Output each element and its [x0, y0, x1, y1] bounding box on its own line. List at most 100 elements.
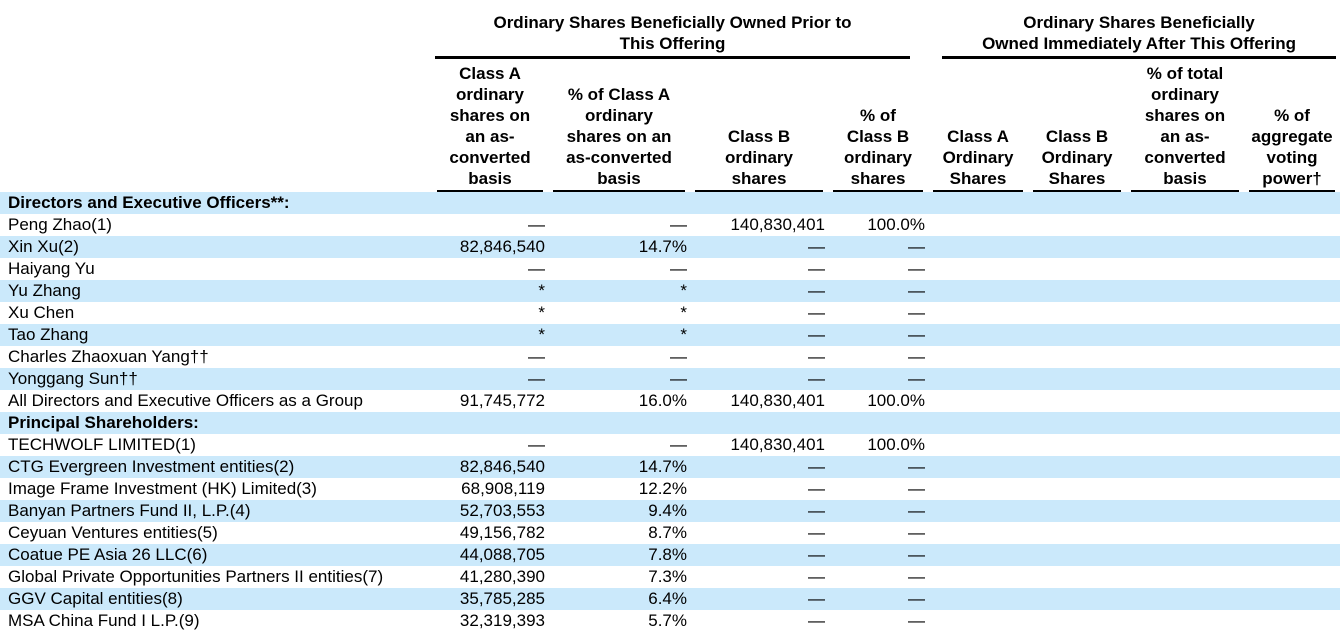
value-cell: [928, 610, 1028, 632]
holder-name: Yonggang Sun††: [8, 369, 138, 388]
value-cell: [928, 566, 1028, 588]
value-cell: 35,785,285: [459, 589, 545, 608]
value-cell: 14.7%: [638, 457, 687, 476]
column-header-pct-classA-prior: % of Class A ordinary shares on an as-co…: [548, 59, 690, 192]
holder-name: Image Frame Investment (HK) Limited(3): [8, 479, 317, 498]
value-cell: [1126, 368, 1244, 390]
value-cell: [928, 368, 1028, 390]
value-cell: [1028, 456, 1126, 478]
value-cell: —: [908, 369, 925, 388]
value-cell: [1028, 324, 1126, 346]
value-cell: [928, 544, 1028, 566]
value-cell: [1126, 500, 1244, 522]
holder-name: Coatue PE Asia 26 LLC(6): [8, 545, 208, 564]
value-cell: [1126, 522, 1244, 544]
value-cell: —: [908, 611, 925, 630]
value-cell: —: [808, 567, 825, 586]
holder-name: All Directors and Executive Officers as …: [8, 391, 363, 410]
value-cell: [1244, 500, 1340, 522]
holder-name: TECHWOLF LIMITED(1): [8, 435, 196, 454]
column-header-classB-prior: Class B ordinary shares: [690, 59, 828, 192]
value-cell: [928, 522, 1028, 544]
column-header-pct-total-after: % of total ordinary shares on an as- con…: [1126, 59, 1244, 192]
table-row: Xu Chen * * — —: [0, 302, 1340, 324]
value-cell: [1244, 214, 1340, 236]
value-cell: —: [908, 501, 925, 520]
table-row: All Directors and Executive Officers as …: [0, 390, 1340, 412]
table-row: Peng Zhao(1) — — 140,830,401 100.0%: [0, 214, 1340, 236]
value-cell: *: [538, 303, 545, 322]
column-header-row: Class A ordinary shares on an as- conver…: [0, 59, 1340, 192]
value-cell: —: [908, 523, 925, 542]
value-cell: [1126, 236, 1244, 258]
value-cell: 6.4%: [648, 589, 687, 608]
value-cell: [1126, 434, 1244, 456]
value-cell: [1126, 566, 1244, 588]
value-cell: [1126, 346, 1244, 368]
value-cell: 100.0%: [867, 215, 925, 234]
value-cell: [1028, 236, 1126, 258]
value-cell: —: [670, 215, 687, 234]
value-cell: [1244, 434, 1340, 456]
value-cell: [1126, 478, 1244, 500]
value-cell: —: [908, 347, 925, 366]
value-cell: —: [908, 303, 925, 322]
value-cell: [928, 324, 1028, 346]
value-cell: [928, 236, 1028, 258]
table-row: Xin Xu(2) 82,846,540 14.7% — —: [0, 236, 1340, 258]
value-cell: [1028, 544, 1126, 566]
value-cell: [1028, 302, 1126, 324]
column-header-label: Class B ordinary shares: [695, 122, 823, 192]
table-header: Ordinary Shares Beneficially Owned Prior…: [0, 0, 1340, 192]
column-header-label: Class A Ordinary Shares: [933, 122, 1023, 192]
table-row: Charles Zhaoxuan Yang†† — — — —: [0, 346, 1340, 368]
value-cell: [1126, 588, 1244, 610]
value-cell: 140,830,401: [730, 435, 825, 454]
group-header-prior-label: Ordinary Shares Beneficially Owned Prior…: [435, 0, 910, 59]
value-cell: —: [808, 545, 825, 564]
section-row: Principal Shareholders:: [0, 412, 1340, 434]
value-cell: —: [528, 435, 545, 454]
value-cell: [928, 258, 1028, 280]
value-cell: [1028, 390, 1126, 412]
value-cell: 5.7%: [648, 611, 687, 630]
value-cell: 140,830,401: [730, 215, 825, 234]
value-cell: [1028, 214, 1126, 236]
value-cell: —: [808, 457, 825, 476]
holder-name: CTG Evergreen Investment entities(2): [8, 457, 295, 476]
holder-name: Yu Zhang: [8, 281, 81, 300]
value-cell: —: [528, 347, 545, 366]
value-cell: *: [680, 325, 687, 344]
value-cell: —: [670, 435, 687, 454]
table-row: Banyan Partners Fund II, L.P.(4) 52,703,5…: [0, 500, 1340, 522]
value-cell: —: [908, 479, 925, 498]
value-cell: [1126, 456, 1244, 478]
value-cell: [1028, 434, 1126, 456]
column-header-label: Class B Ordinary Shares: [1033, 122, 1121, 192]
value-cell: [1244, 346, 1340, 368]
value-cell: 82,846,540: [459, 237, 545, 256]
value-cell: [1244, 522, 1340, 544]
value-cell: [1028, 346, 1126, 368]
group-header-row: Ordinary Shares Beneficially Owned Prior…: [0, 0, 1340, 59]
value-cell: —: [808, 501, 825, 520]
column-header-pct-classB-prior: % of Class B ordinary shares: [828, 59, 928, 192]
value-cell: [1126, 544, 1244, 566]
column-header-pct-voting-power: % of aggregate voting power†: [1244, 59, 1340, 192]
table-row: TECHWOLF LIMITED(1) — — 140,830,401 100.0%: [0, 434, 1340, 456]
value-cell: *: [538, 281, 545, 300]
value-cell: 91,745,772: [459, 391, 545, 410]
value-cell: 12.2%: [638, 479, 687, 498]
value-cell: [1244, 368, 1340, 390]
table-row: Ceyuan Ventures entities(5) 49,156,782 8.7…: [0, 522, 1340, 544]
table-row: Yu Zhang * * — —: [0, 280, 1340, 302]
value-cell: [928, 280, 1028, 302]
value-cell: [1126, 390, 1244, 412]
value-cell: 9.4%: [648, 501, 687, 520]
column-header-classA-prior: Class A ordinary shares on an as- conver…: [432, 59, 548, 192]
value-cell: *: [680, 281, 687, 300]
value-cell: [928, 346, 1028, 368]
value-cell: 7.3%: [648, 567, 687, 586]
value-cell: [1244, 566, 1340, 588]
value-cell: 140,830,401: [730, 391, 825, 410]
